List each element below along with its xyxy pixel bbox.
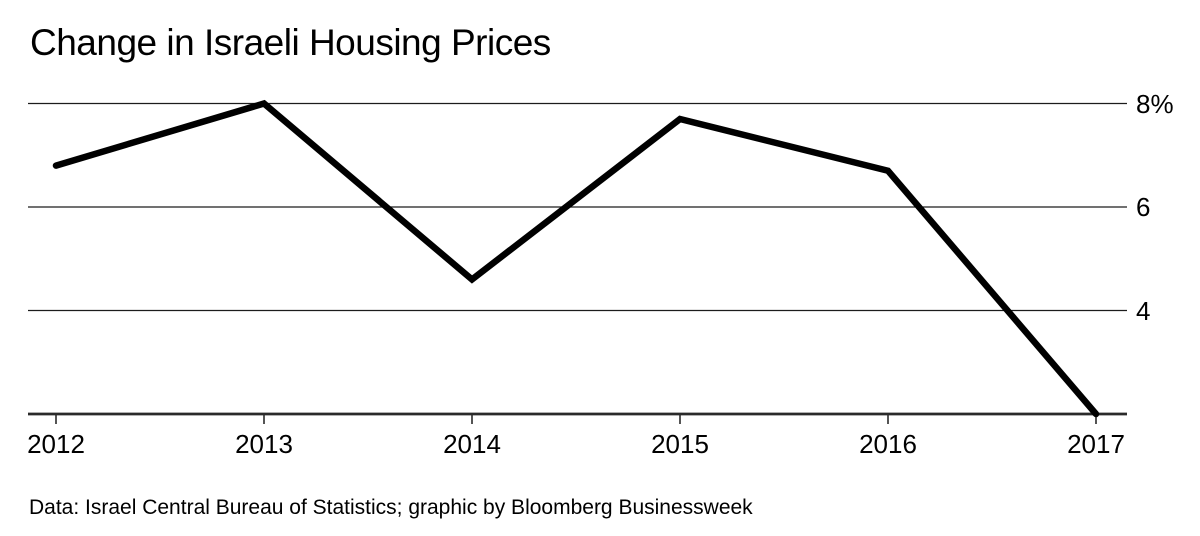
x-axis-tick-label: 2012 [27, 429, 85, 459]
x-axis-tick-label: 2016 [859, 429, 917, 459]
x-axis-tick-label: 2017 [1067, 429, 1125, 459]
y-axis-tick-label: 4 [1136, 295, 1151, 326]
chart-title: Change in Israeli Housing Prices [30, 22, 551, 63]
y-axis-tick-label: 6 [1136, 192, 1151, 222]
x-axis-tick-label: 2015 [651, 429, 709, 459]
source-note: Data: Israel Central Bureau of Statistic… [29, 496, 753, 519]
x-axis-tick-label: 2014 [443, 429, 501, 459]
data-line [52, 99, 1100, 418]
y-axis-tick-label: 8% [1136, 88, 1174, 119]
x-axis-tick-label: 2013 [235, 429, 293, 459]
